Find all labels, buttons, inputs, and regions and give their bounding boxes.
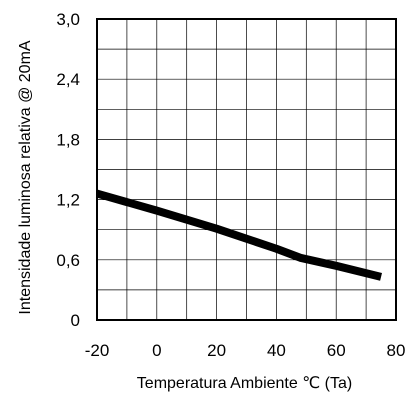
x-tick-label: -20 <box>85 341 110 360</box>
plot-frame <box>96 18 397 321</box>
x-tick-label: 40 <box>267 341 286 360</box>
y-axis-label: Intensidade luminosa relativa @ 20mA <box>17 40 34 314</box>
series-line <box>95 189 383 281</box>
y-tick-label: 0 <box>71 311 80 330</box>
x-axis-tick-labels: -20 0 20 40 60 80 <box>85 341 406 360</box>
y-tick-label: 2,4 <box>56 70 80 89</box>
series-layer <box>95 189 383 281</box>
y-axis-tick-labels: 0 0,6 1,2 1,8 2,4 3,0 <box>56 10 80 330</box>
x-tick-label: 20 <box>207 341 226 360</box>
x-axis-label: Temperatura Ambiente ℃ (Ta) <box>137 375 352 392</box>
x-tick-label: 0 <box>152 341 161 360</box>
x-tick-label: 60 <box>327 341 346 360</box>
grid-lines <box>97 19 396 320</box>
y-tick-label: 0,6 <box>56 251 80 270</box>
y-tick-label: 1,2 <box>56 191 80 210</box>
x-tick-label: 80 <box>387 341 406 360</box>
y-tick-label: 3,0 <box>56 10 80 29</box>
y-tick-label: 1,8 <box>56 130 80 149</box>
